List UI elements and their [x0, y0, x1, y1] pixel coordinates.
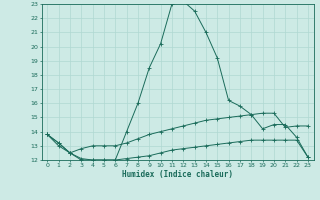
X-axis label: Humidex (Indice chaleur): Humidex (Indice chaleur)	[122, 170, 233, 179]
